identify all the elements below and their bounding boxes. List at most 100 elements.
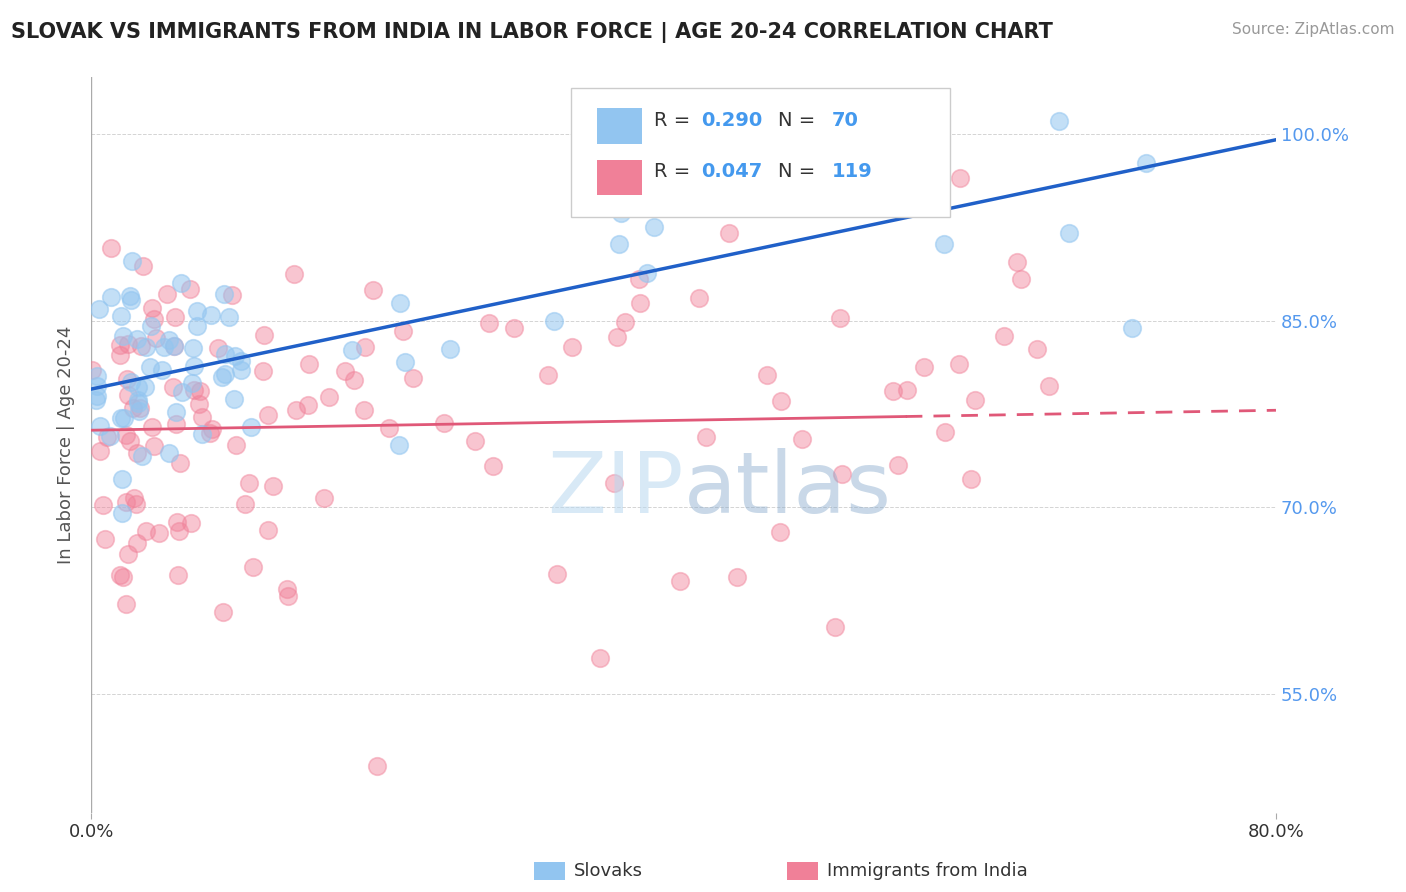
- Bar: [598, 160, 643, 195]
- Point: [162, 339, 184, 353]
- Point: [207, 341, 229, 355]
- Point: [96, 430, 118, 444]
- Point: [439, 342, 461, 356]
- Point: [108, 568, 131, 582]
- Point: [392, 324, 415, 338]
- Point: [181, 376, 204, 391]
- Point: [166, 515, 188, 529]
- Point: [828, 310, 851, 325]
- Point: [179, 282, 201, 296]
- Point: [86, 379, 108, 393]
- Point: [478, 316, 501, 330]
- Point: [143, 312, 166, 326]
- Point: [191, 427, 214, 442]
- Point: [225, 438, 247, 452]
- Point: [285, 403, 308, 417]
- Point: [122, 401, 145, 415]
- Point: [770, 393, 793, 408]
- Text: R =: R =: [654, 162, 696, 181]
- Point: [142, 439, 165, 453]
- Point: [170, 384, 193, 399]
- Point: [887, 458, 910, 473]
- Point: [94, 532, 117, 546]
- Point: [1010, 272, 1032, 286]
- Point: [276, 582, 298, 597]
- Point: [912, 360, 935, 375]
- Point: [127, 446, 149, 460]
- Point: [115, 372, 138, 386]
- Point: [135, 524, 157, 538]
- Text: Slovaks: Slovaks: [574, 862, 643, 880]
- Point: [128, 404, 150, 418]
- Point: [949, 171, 972, 186]
- Text: Immigrants from India: Immigrants from India: [827, 862, 1028, 880]
- Point: [312, 491, 335, 505]
- Point: [122, 491, 145, 505]
- Point: [609, 236, 631, 251]
- Point: [188, 384, 211, 398]
- Point: [127, 379, 149, 393]
- Point: [277, 590, 299, 604]
- Point: [115, 598, 138, 612]
- Point: [110, 338, 132, 352]
- Point: [695, 430, 717, 444]
- Point: [257, 408, 280, 422]
- Point: [162, 380, 184, 394]
- Point: [86, 389, 108, 403]
- Point: [120, 293, 142, 308]
- Bar: [598, 108, 643, 144]
- Point: [503, 320, 526, 334]
- Point: [115, 427, 138, 442]
- Point: [110, 309, 132, 323]
- Point: [636, 266, 658, 280]
- Point: [1057, 226, 1080, 240]
- Point: [688, 291, 710, 305]
- Point: [141, 301, 163, 315]
- Point: [862, 176, 884, 190]
- Point: [200, 425, 222, 440]
- Point: [111, 506, 134, 520]
- Point: [790, 432, 813, 446]
- Point: [166, 568, 188, 582]
- Point: [262, 479, 284, 493]
- Point: [125, 497, 148, 511]
- Point: [589, 651, 612, 665]
- Point: [131, 450, 153, 464]
- Point: [831, 467, 853, 482]
- Point: [127, 392, 149, 407]
- Point: [537, 368, 560, 382]
- Point: [824, 620, 846, 634]
- Point: [115, 495, 138, 509]
- Point: [614, 314, 637, 328]
- Point: [756, 368, 779, 382]
- FancyBboxPatch shape: [571, 88, 950, 217]
- Point: [212, 287, 235, 301]
- Point: [242, 560, 264, 574]
- Point: [153, 339, 176, 353]
- Point: [127, 332, 149, 346]
- Point: [718, 226, 741, 240]
- Point: [561, 341, 583, 355]
- Point: [80, 363, 103, 377]
- Point: [111, 472, 134, 486]
- Text: N =: N =: [779, 111, 823, 129]
- Point: [127, 396, 149, 410]
- Text: 119: 119: [832, 162, 872, 181]
- Point: [186, 319, 208, 334]
- Point: [256, 524, 278, 538]
- Point: [1121, 321, 1143, 335]
- Text: 0.290: 0.290: [702, 111, 762, 129]
- Text: N =: N =: [779, 162, 823, 181]
- Point: [1038, 378, 1060, 392]
- Point: [668, 574, 690, 588]
- Point: [110, 411, 132, 425]
- Point: [388, 438, 411, 452]
- Text: 0.047: 0.047: [702, 162, 762, 181]
- Point: [1135, 156, 1157, 170]
- Y-axis label: In Labor Force | Age 20-24: In Labor Force | Age 20-24: [58, 326, 75, 565]
- Point: [252, 364, 274, 378]
- Point: [183, 383, 205, 397]
- Point: [361, 283, 384, 297]
- Point: [221, 287, 243, 301]
- Point: [108, 348, 131, 362]
